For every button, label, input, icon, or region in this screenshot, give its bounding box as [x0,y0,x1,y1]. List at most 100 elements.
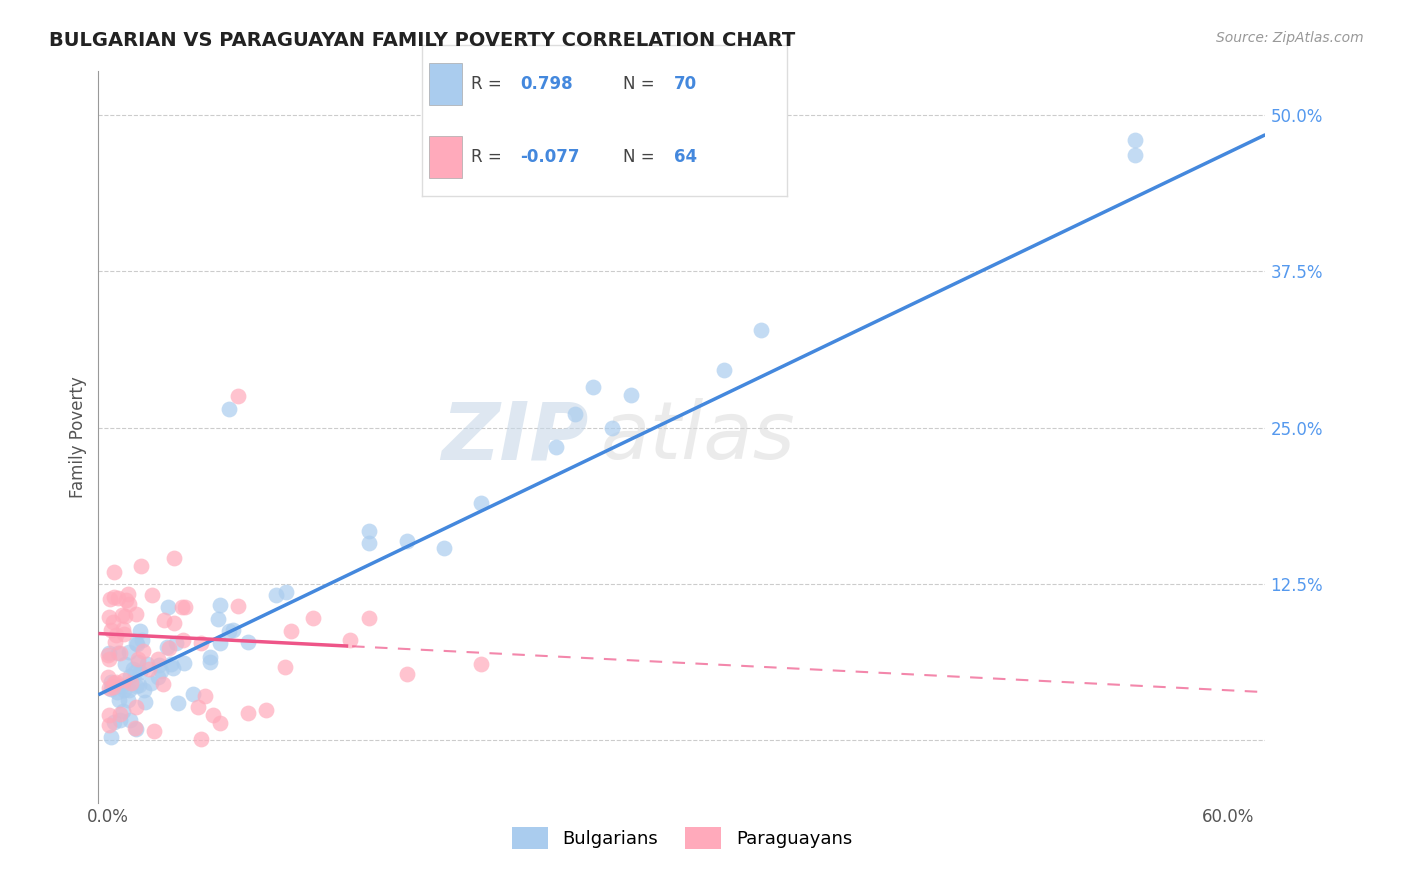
Point [582,380,605,394]
Point [101,615,124,629]
Point [112,673,135,687]
Point [156,640,179,655]
Point [104,634,127,648]
Point [172,600,194,615]
Point [146,669,169,683]
Point [264,588,287,602]
Point [127,652,149,666]
Point [470,657,492,671]
Point [100,681,122,696]
Text: N =: N = [623,148,659,166]
Point [112,683,135,698]
Point [395,667,418,681]
Point [190,731,212,746]
Point [97,681,120,695]
Text: atlas: atlas [600,398,794,476]
Point [134,695,156,709]
Point [1123,133,1146,147]
Point [228,599,250,613]
Point [339,632,361,647]
Point [97,648,120,662]
Point [114,627,136,641]
Point [194,689,217,703]
Point [125,635,148,649]
Point [124,665,146,680]
Point [149,664,172,678]
Point [208,716,231,731]
Point [107,646,129,660]
Point [111,622,134,636]
Point [218,624,240,639]
Point [98,591,121,606]
Point [117,587,139,601]
Point [103,675,125,690]
Point [236,635,259,649]
Point [114,609,136,624]
Point [749,323,772,337]
Point [173,656,195,670]
Point [136,657,159,672]
Point [121,662,143,676]
Text: ZIP: ZIP [441,398,589,476]
Point [104,628,127,642]
Text: Source: ZipAtlas.com: Source: ZipAtlas.com [1216,31,1364,45]
Legend: Bulgarians, Paraguayans: Bulgarians, Paraguayans [505,820,859,856]
Point [713,362,735,376]
Point [152,677,174,691]
Point [98,652,121,666]
Point [167,696,190,710]
Point [359,524,381,539]
Point [120,713,142,727]
Point [97,707,120,722]
Point [97,610,120,624]
Point [127,655,149,669]
Point [208,598,231,612]
Point [131,633,153,648]
Point [200,650,222,665]
Point [1123,148,1146,162]
Point [103,715,125,730]
Point [129,665,152,680]
Point [111,679,134,693]
Point [108,646,131,660]
Point [118,669,141,683]
Point [139,675,162,690]
Point [103,565,125,579]
Point [138,662,160,676]
Point [132,644,155,658]
Point [302,610,325,624]
Point [120,675,142,690]
Point [129,624,152,638]
Point [395,534,418,549]
Point [173,599,195,614]
Point [98,718,121,732]
Point [165,635,187,649]
Point [564,407,586,421]
Point [103,590,125,604]
Point [228,389,250,403]
Text: R =: R = [471,75,508,93]
Point [129,559,152,574]
Point [218,401,240,416]
Point [111,704,134,718]
Point [207,612,229,626]
Bar [429,136,463,178]
Point [125,679,148,693]
Point [105,684,128,698]
Point [114,592,136,607]
Point [124,722,146,736]
Point [200,655,222,669]
Point [162,551,184,566]
Point [600,420,623,434]
Point [359,611,381,625]
Point [160,657,183,671]
Point [101,681,124,695]
Point [190,635,212,649]
Point [187,699,209,714]
Point [108,707,131,722]
Point [125,700,148,714]
Point [100,623,122,637]
Point [162,661,184,675]
Point [619,388,641,402]
Point [132,682,155,697]
